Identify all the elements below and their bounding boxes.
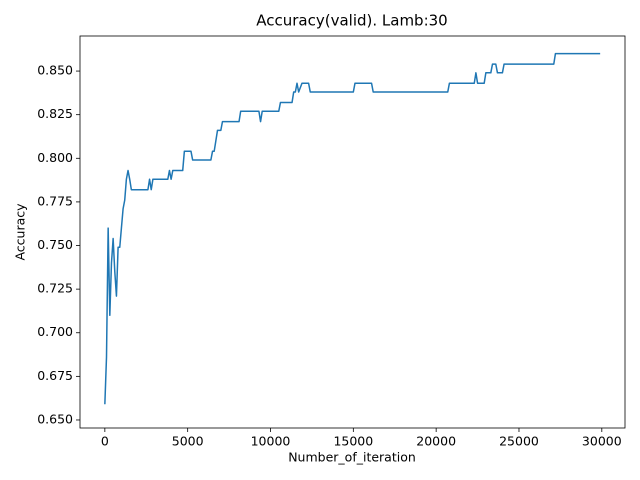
x-tick-label: 15000 bbox=[333, 434, 373, 449]
y-axis-label: Accuracy bbox=[13, 203, 28, 261]
x-tick-label: 20000 bbox=[416, 434, 456, 449]
y-tick-label: 0.700 bbox=[37, 324, 73, 339]
y-tick-label: 0.725 bbox=[37, 281, 73, 296]
data-line bbox=[104, 52, 601, 405]
y-tick-label: 0.850 bbox=[37, 63, 73, 78]
x-tick-label: 5000 bbox=[172, 434, 204, 449]
y-tick-label: 0.825 bbox=[37, 106, 73, 121]
plot-frame bbox=[79, 35, 626, 429]
chart-title: Accuracy(valid). Lamb:30 bbox=[256, 12, 447, 30]
y-tick-label: 0.675 bbox=[37, 368, 73, 383]
y-tick-label: 0.775 bbox=[37, 193, 73, 208]
x-tick-label: 30000 bbox=[582, 434, 622, 449]
x-axis-label: Number_of_iteration bbox=[288, 450, 416, 465]
y-tick-label: 0.650 bbox=[37, 411, 73, 426]
y-tick-label: 0.800 bbox=[37, 150, 73, 165]
y-tick-label: 0.750 bbox=[37, 237, 73, 252]
x-tick-label: 10000 bbox=[251, 434, 291, 449]
x-tick-label: 0 bbox=[101, 434, 109, 449]
x-tick-label: 25000 bbox=[499, 434, 539, 449]
